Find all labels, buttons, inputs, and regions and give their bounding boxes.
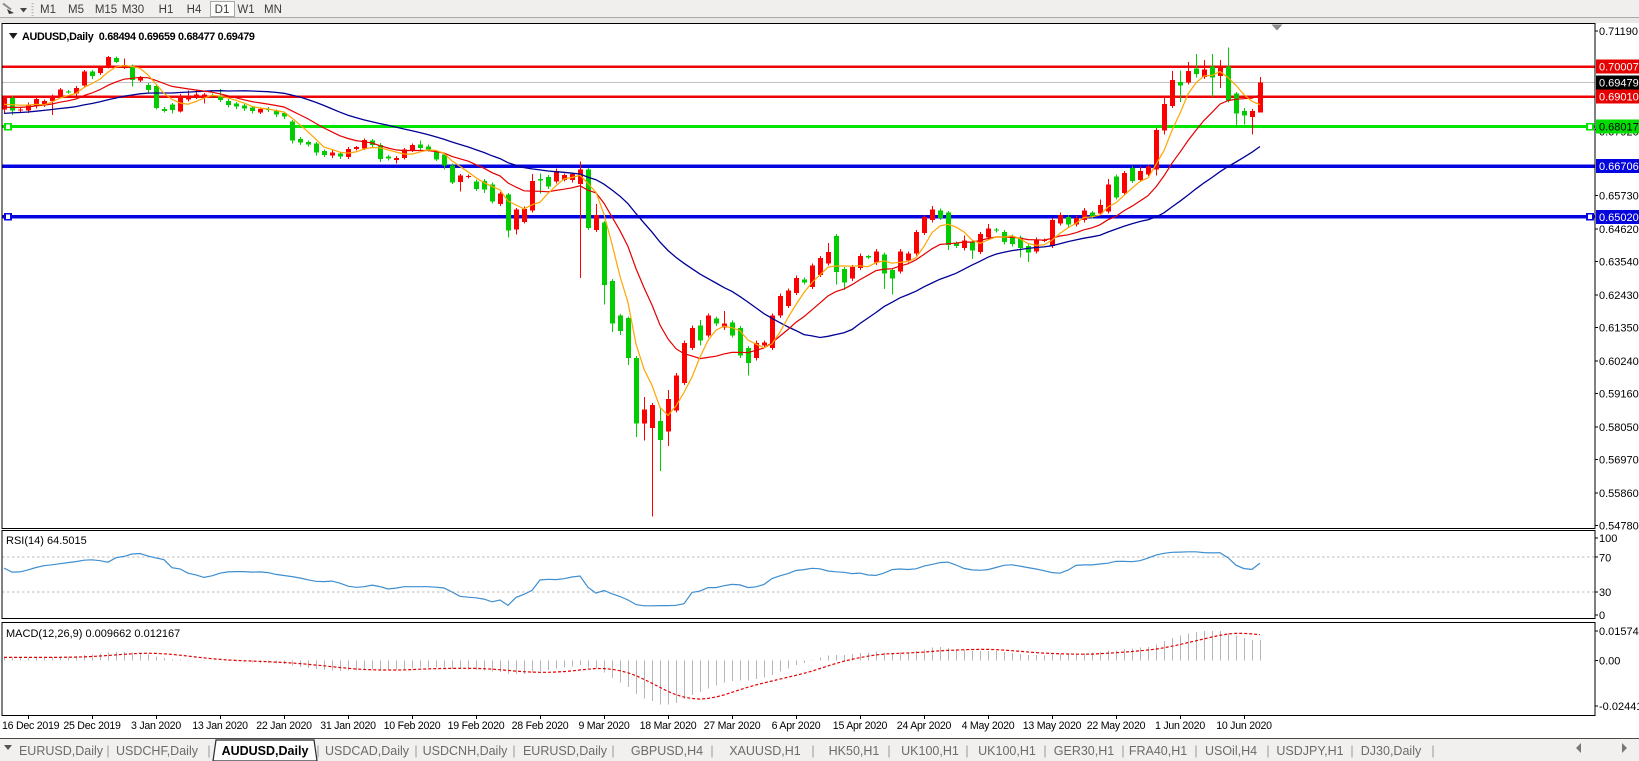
svg-text:GER30,H1: GER30,H1 <box>1054 744 1114 758</box>
svg-text:USDCAD,Daily: USDCAD,Daily <box>325 744 410 758</box>
svg-text:M15: M15 <box>95 4 117 16</box>
svg-text:DJ30,Daily: DJ30,Daily <box>1361 744 1422 758</box>
svg-text:|: | <box>316 744 319 758</box>
svg-text:15 Apr 2020: 15 Apr 2020 <box>833 720 888 732</box>
svg-text:MACD(12,26,9) 0.009662 0.01216: MACD(12,26,9) 0.009662 0.012167 <box>6 628 180 640</box>
svg-text:0.63540: 0.63540 <box>1599 257 1639 269</box>
svg-text:25 Dec 2019: 25 Dec 2019 <box>63 720 121 732</box>
svg-text:M1: M1 <box>40 4 56 16</box>
svg-text:|: | <box>106 744 109 758</box>
svg-text:USOil,H4: USOil,H4 <box>1205 744 1257 758</box>
svg-text:0.65730: 0.65730 <box>1599 191 1639 203</box>
svg-text:AUDUSD,Daily: AUDUSD,Daily <box>222 744 309 758</box>
svg-text:13 May 2020: 13 May 2020 <box>1023 720 1082 732</box>
svg-text:28 Feb 2020: 28 Feb 2020 <box>512 720 569 732</box>
svg-text:|: | <box>887 744 890 758</box>
svg-text:18 Mar 2020: 18 Mar 2020 <box>640 720 697 732</box>
svg-text:GBPUSD,H4: GBPUSD,H4 <box>631 744 703 758</box>
svg-text:FRA40,H1: FRA40,H1 <box>1129 744 1187 758</box>
svg-text:|: | <box>1350 744 1353 758</box>
svg-text:USDCHF,Daily: USDCHF,Daily <box>116 744 199 758</box>
svg-text:0.71190: 0.71190 <box>1599 26 1638 38</box>
svg-text:|: | <box>1266 744 1269 758</box>
svg-text:XAUUSD,H1: XAUUSD,H1 <box>729 744 801 758</box>
svg-text:24 Apr 2020: 24 Apr 2020 <box>897 720 952 732</box>
svg-text:0.54780: 0.54780 <box>1599 520 1639 532</box>
svg-text:22 Jan 2020: 22 Jan 2020 <box>256 720 312 732</box>
svg-text:HK50,H1: HK50,H1 <box>829 744 880 758</box>
svg-text:EURUSD,Daily: EURUSD,Daily <box>19 744 104 758</box>
svg-text:|: | <box>811 744 814 758</box>
svg-text:0.68017: 0.68017 <box>1599 122 1639 134</box>
svg-text:0.70007: 0.70007 <box>1599 62 1639 74</box>
svg-text:0.61350: 0.61350 <box>1599 323 1639 335</box>
svg-text:UK100,H1: UK100,H1 <box>901 744 959 758</box>
svg-text:-0.024412: -0.024412 <box>1599 701 1639 713</box>
svg-text:0.58050: 0.58050 <box>1599 422 1639 434</box>
svg-text:|: | <box>512 744 515 758</box>
svg-text:0.66706: 0.66706 <box>1599 161 1639 173</box>
svg-text:|: | <box>1121 744 1124 758</box>
svg-text:0.00: 0.00 <box>1599 656 1620 668</box>
svg-text:|: | <box>710 744 713 758</box>
svg-text:0.69010: 0.69010 <box>1599 92 1639 104</box>
svg-text:9 Mar 2020: 9 Mar 2020 <box>578 720 629 732</box>
svg-text:0.60240: 0.60240 <box>1599 356 1639 368</box>
svg-text:4 May 2020: 4 May 2020 <box>962 720 1015 732</box>
svg-text:10 Jun 2020: 10 Jun 2020 <box>1216 720 1272 732</box>
svg-text:USDJPY,H1: USDJPY,H1 <box>1276 744 1343 758</box>
svg-text:UK100,H1: UK100,H1 <box>978 744 1036 758</box>
svg-text:0: 0 <box>1599 610 1605 622</box>
svg-text:W1: W1 <box>237 4 254 16</box>
svg-text:0.64620: 0.64620 <box>1599 224 1639 236</box>
svg-text:|: | <box>1194 744 1197 758</box>
svg-text:22 May 2020: 22 May 2020 <box>1087 720 1146 732</box>
svg-text:10 Feb 2020: 10 Feb 2020 <box>384 720 441 732</box>
svg-text:|: | <box>611 744 614 758</box>
svg-text:MN: MN <box>264 4 282 16</box>
svg-text:31 Jan 2020: 31 Jan 2020 <box>320 720 376 732</box>
svg-text:6 Apr 2020: 6 Apr 2020 <box>772 720 821 732</box>
svg-text:EURUSD,Daily: EURUSD,Daily <box>523 744 608 758</box>
svg-text:0.015741: 0.015741 <box>1599 626 1639 638</box>
svg-text:|: | <box>414 744 417 758</box>
svg-text:13 Jan 2020: 13 Jan 2020 <box>192 720 248 732</box>
svg-text:0.55860: 0.55860 <box>1599 488 1639 500</box>
svg-text:M30: M30 <box>122 4 144 16</box>
svg-text:H4: H4 <box>187 4 202 16</box>
svg-text:M5: M5 <box>68 4 84 16</box>
svg-text:3 Jan 2020: 3 Jan 2020 <box>131 720 181 732</box>
svg-text:D1: D1 <box>215 4 230 16</box>
svg-text:0.65020: 0.65020 <box>1599 212 1639 224</box>
svg-text:0.69479: 0.69479 <box>1599 78 1639 90</box>
svg-text:70: 70 <box>1599 552 1611 564</box>
svg-text:H1: H1 <box>159 4 174 16</box>
svg-text:0.56970: 0.56970 <box>1599 454 1639 466</box>
svg-text:USDCNH,Daily: USDCNH,Daily <box>423 744 508 758</box>
svg-text:16 Dec 2019: 16 Dec 2019 <box>2 720 60 732</box>
svg-text:RSI(14) 64.5015: RSI(14) 64.5015 <box>6 535 87 547</box>
svg-text:0.59160: 0.59160 <box>1599 389 1639 401</box>
svg-text:|: | <box>1043 744 1046 758</box>
svg-text:|: | <box>965 744 968 758</box>
svg-text:1 Jun 2020: 1 Jun 2020 <box>1155 720 1205 732</box>
svg-text:100: 100 <box>1599 533 1617 545</box>
svg-text:19 Feb 2020: 19 Feb 2020 <box>448 720 505 732</box>
svg-text:|: | <box>1431 744 1434 758</box>
svg-text:AUDUSD,Daily 0.68494 0.69659: AUDUSD,Daily 0.68494 0.69659 0.68477 0.6… <box>22 31 255 43</box>
svg-text:30: 30 <box>1599 587 1611 599</box>
svg-text:|: | <box>207 744 210 758</box>
svg-text:27 Mar 2020: 27 Mar 2020 <box>704 720 761 732</box>
svg-text:0.62430: 0.62430 <box>1599 290 1639 302</box>
